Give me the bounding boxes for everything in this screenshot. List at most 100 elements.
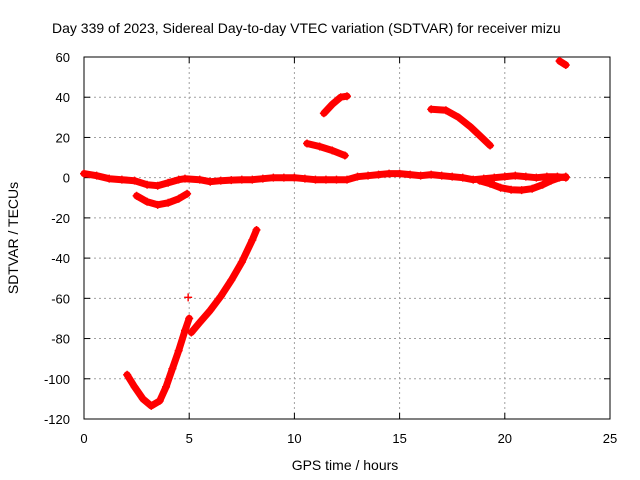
data-point xyxy=(441,106,450,115)
y-tick-label: 40 xyxy=(56,90,70,105)
data-point xyxy=(532,173,541,182)
data-point xyxy=(486,141,495,150)
data-point xyxy=(477,133,486,142)
series-group xyxy=(80,57,570,410)
series-arc-minus10 xyxy=(132,189,192,209)
series-line xyxy=(303,140,349,159)
series-decline-34-16 xyxy=(427,105,495,150)
data-point xyxy=(547,176,556,185)
data-point xyxy=(290,173,299,182)
data-point xyxy=(123,370,132,379)
x-tick-label: 20 xyxy=(498,431,512,446)
data-point xyxy=(164,178,173,187)
data-point xyxy=(469,175,478,184)
series-isolated xyxy=(184,293,193,302)
data-point xyxy=(132,191,141,200)
y-tick-label: -60 xyxy=(51,291,70,306)
data-point xyxy=(311,175,320,184)
series-line xyxy=(123,314,193,410)
data-point xyxy=(303,139,312,148)
y-tick-label: -120 xyxy=(44,412,70,427)
data-point xyxy=(206,306,215,315)
data-point xyxy=(507,185,516,194)
data-point xyxy=(248,236,257,245)
data-point xyxy=(155,396,164,405)
x-tick-label: 15 xyxy=(392,431,406,446)
data-point xyxy=(437,171,446,180)
data-point xyxy=(321,175,330,184)
data-point xyxy=(517,186,526,195)
data-point xyxy=(475,176,484,185)
x-tick-labels: 0 5 10 15 20 25 xyxy=(80,431,617,446)
x-tick-label: 25 xyxy=(603,431,617,446)
data-point xyxy=(300,174,309,183)
data-point xyxy=(183,189,192,198)
data-point xyxy=(416,171,425,180)
data-point xyxy=(174,175,183,184)
data-point xyxy=(237,175,246,184)
x-tick-label: 0 xyxy=(80,431,87,446)
data-point xyxy=(92,171,101,180)
data-point xyxy=(555,57,564,66)
y-tick-label: -80 xyxy=(51,332,70,347)
data-point xyxy=(269,173,278,182)
data-point xyxy=(174,194,183,203)
series-line xyxy=(187,226,260,336)
data-point xyxy=(406,170,415,179)
x-tick-label: 5 xyxy=(186,431,193,446)
data-point xyxy=(195,175,204,184)
data-point xyxy=(174,346,183,355)
data-point xyxy=(216,292,225,301)
data-point xyxy=(105,174,114,183)
data-point xyxy=(153,181,162,190)
data-point xyxy=(164,198,173,207)
y-tick-label: 0 xyxy=(63,171,70,186)
data-point xyxy=(180,174,189,183)
data-point xyxy=(364,171,373,180)
data-point xyxy=(138,394,147,403)
plot-frame xyxy=(83,56,611,420)
data-point xyxy=(395,169,404,178)
data-point xyxy=(427,105,436,114)
data-point xyxy=(206,177,215,186)
data-point xyxy=(374,170,383,179)
data-point xyxy=(538,180,547,189)
data-point xyxy=(252,225,261,234)
y-tick-label: -40 xyxy=(51,251,70,266)
data-point xyxy=(195,318,204,327)
data-point xyxy=(227,276,236,285)
data-point xyxy=(168,364,177,373)
data-point xyxy=(555,173,564,182)
data-point xyxy=(340,151,349,160)
series-line xyxy=(80,170,570,190)
data-point xyxy=(500,172,509,181)
data-point xyxy=(561,172,570,181)
data-point xyxy=(279,173,288,182)
series-rise-32-40 xyxy=(319,92,351,118)
data-point xyxy=(343,92,351,101)
series-near-zero-band xyxy=(80,169,570,190)
data-point xyxy=(319,109,328,118)
data-point xyxy=(130,176,139,185)
data-point xyxy=(467,123,476,132)
data-point xyxy=(561,61,570,70)
series-rise xyxy=(187,225,261,337)
series-top-right xyxy=(555,57,570,70)
series-big-dip xyxy=(123,314,194,410)
data-point xyxy=(180,326,189,335)
y-tick-label: 20 xyxy=(56,130,70,145)
data-point xyxy=(185,314,194,323)
data-point xyxy=(328,146,337,155)
data-point xyxy=(147,401,156,410)
data-point xyxy=(353,172,362,181)
series-dip-low xyxy=(475,172,570,195)
data-point xyxy=(336,93,345,102)
chart-title: Day 339 of 2023, Sidereal Day-to-day VTE… xyxy=(52,20,561,36)
data-point xyxy=(248,175,257,184)
data-point xyxy=(332,175,341,184)
y-tick-label: -20 xyxy=(51,211,70,226)
x-tick-label: 10 xyxy=(287,431,301,446)
data-point xyxy=(521,172,530,181)
ticks xyxy=(83,56,611,420)
data-point xyxy=(153,200,162,209)
